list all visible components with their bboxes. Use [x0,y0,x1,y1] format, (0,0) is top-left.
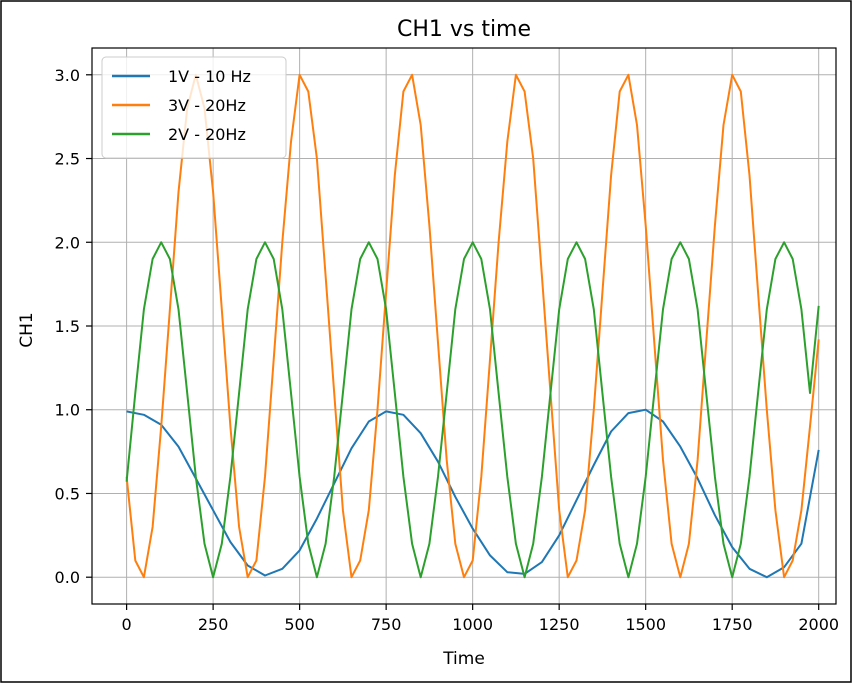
series-line-2 [125,73,820,579]
x-axis-ticks: 0 250 500 750 1000 1250 1500 1750 2000 [122,604,839,634]
series-lines [125,73,820,579]
x-axis-title: Time [442,649,485,669]
y-axis-title: CH1 [17,312,37,347]
legend-label: 1V - 10 Hz [168,67,251,86]
x-tick-label: 0 [122,615,132,634]
y-tick-label: 2.5 [55,150,80,169]
y-tick-label: 1.5 [55,317,80,336]
y-tick-label: 3.0 [55,66,80,85]
y-tick-label: 2.0 [55,233,80,252]
x-tick-label: 1250 [539,615,580,634]
legend: 1V - 10 Hz 3V - 20Hz 2V - 20Hz [101,56,287,159]
y-tick-label: 1.0 [55,401,80,420]
x-tick-label: 500 [284,615,315,634]
legend-label: 3V - 20Hz [168,96,246,115]
y-tick-label: 0.5 [55,484,80,503]
chart-title: CH1 vs time [397,17,531,42]
x-tick-label: 250 [198,615,229,634]
x-tick-label: 1000 [452,615,493,634]
y-tick-label: 0.0 [55,568,80,587]
legend-label: 2V - 20Hz [168,125,246,144]
series-line-3 [125,241,820,579]
x-tick-label: 2000 [798,615,839,634]
y-axis-ticks: 0.0 0.5 1.0 1.5 2.0 2.5 3.0 [55,66,92,587]
x-tick-label: 750 [371,615,402,634]
x-tick-label: 1500 [625,615,666,634]
x-tick-label: 1750 [712,615,753,634]
series-line-1 [126,408,820,579]
